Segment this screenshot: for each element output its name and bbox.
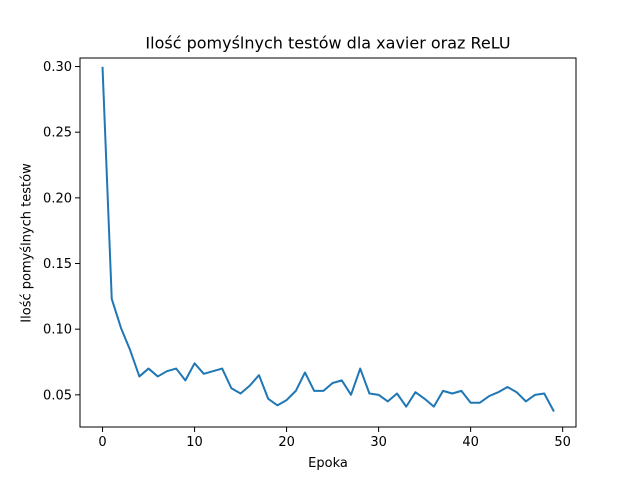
x-tick-label: 20 [278, 435, 295, 450]
x-axis-label: Epoka [308, 456, 348, 471]
x-tick-label: 10 [186, 435, 203, 450]
series-line [101, 66, 555, 412]
y-tick-label: 0.20 [43, 191, 72, 206]
x-tick-label: 40 [462, 435, 479, 450]
chart-title: Ilość pomyślnych testów dla xavier oraz … [145, 34, 510, 53]
x-tick-label: 50 [554, 435, 571, 450]
x-tick-label: 0 [98, 435, 106, 450]
y-tick-label: 0.25 [43, 126, 72, 141]
plot-area: 0 10 20 30 40 50 0.05 0.10 0.15 0.20 0.25 0.30 [43, 57, 577, 450]
y-tick-label: 0.10 [43, 323, 72, 338]
y-tick-label: 0.30 [43, 60, 72, 75]
plot-frame [79, 57, 577, 428]
y-axis-label: Ilość pomyślnych testów [20, 163, 35, 323]
y-tick-label: 0.05 [43, 388, 72, 403]
y-tick-label: 0.15 [43, 257, 72, 272]
x-tick-label: 30 [370, 435, 387, 450]
